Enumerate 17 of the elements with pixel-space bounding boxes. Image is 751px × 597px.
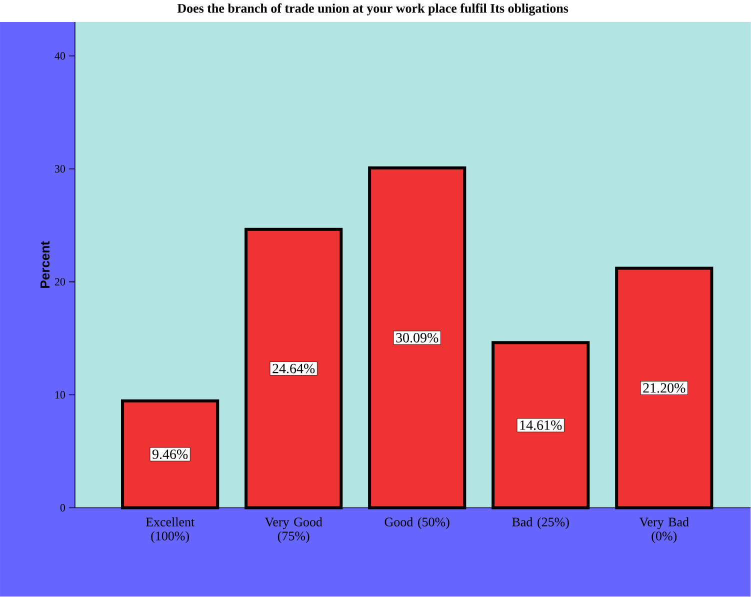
data-label: 21.20% [643,383,686,393]
x-tick-label: Very Good (75%) [264,517,322,544]
y-tick-label: 20 [54,278,66,286]
x-tick-label: Bad (25%) [512,517,569,530]
chart-title: Does the branch of trade union at your work place fulfil Its obligations [177,4,568,16]
y-axis-title: Percent [40,241,50,288]
y-tick-label: 0 [60,504,66,512]
data-label: 30.09% [396,333,438,343]
x-tick-label: Excellent (100%) [146,517,195,544]
y-tick-label: 40 [54,52,66,60]
data-label: 9.46% [152,450,188,460]
x-tick-label: Good (50%) [384,517,450,530]
y-tick-label: 30 [54,165,66,173]
y-tick-label: 10 [55,391,66,399]
data-label: 14.61% [520,420,562,430]
x-tick-label: Very Bad (0%) [639,517,689,544]
data-label: 24.64% [272,364,315,374]
